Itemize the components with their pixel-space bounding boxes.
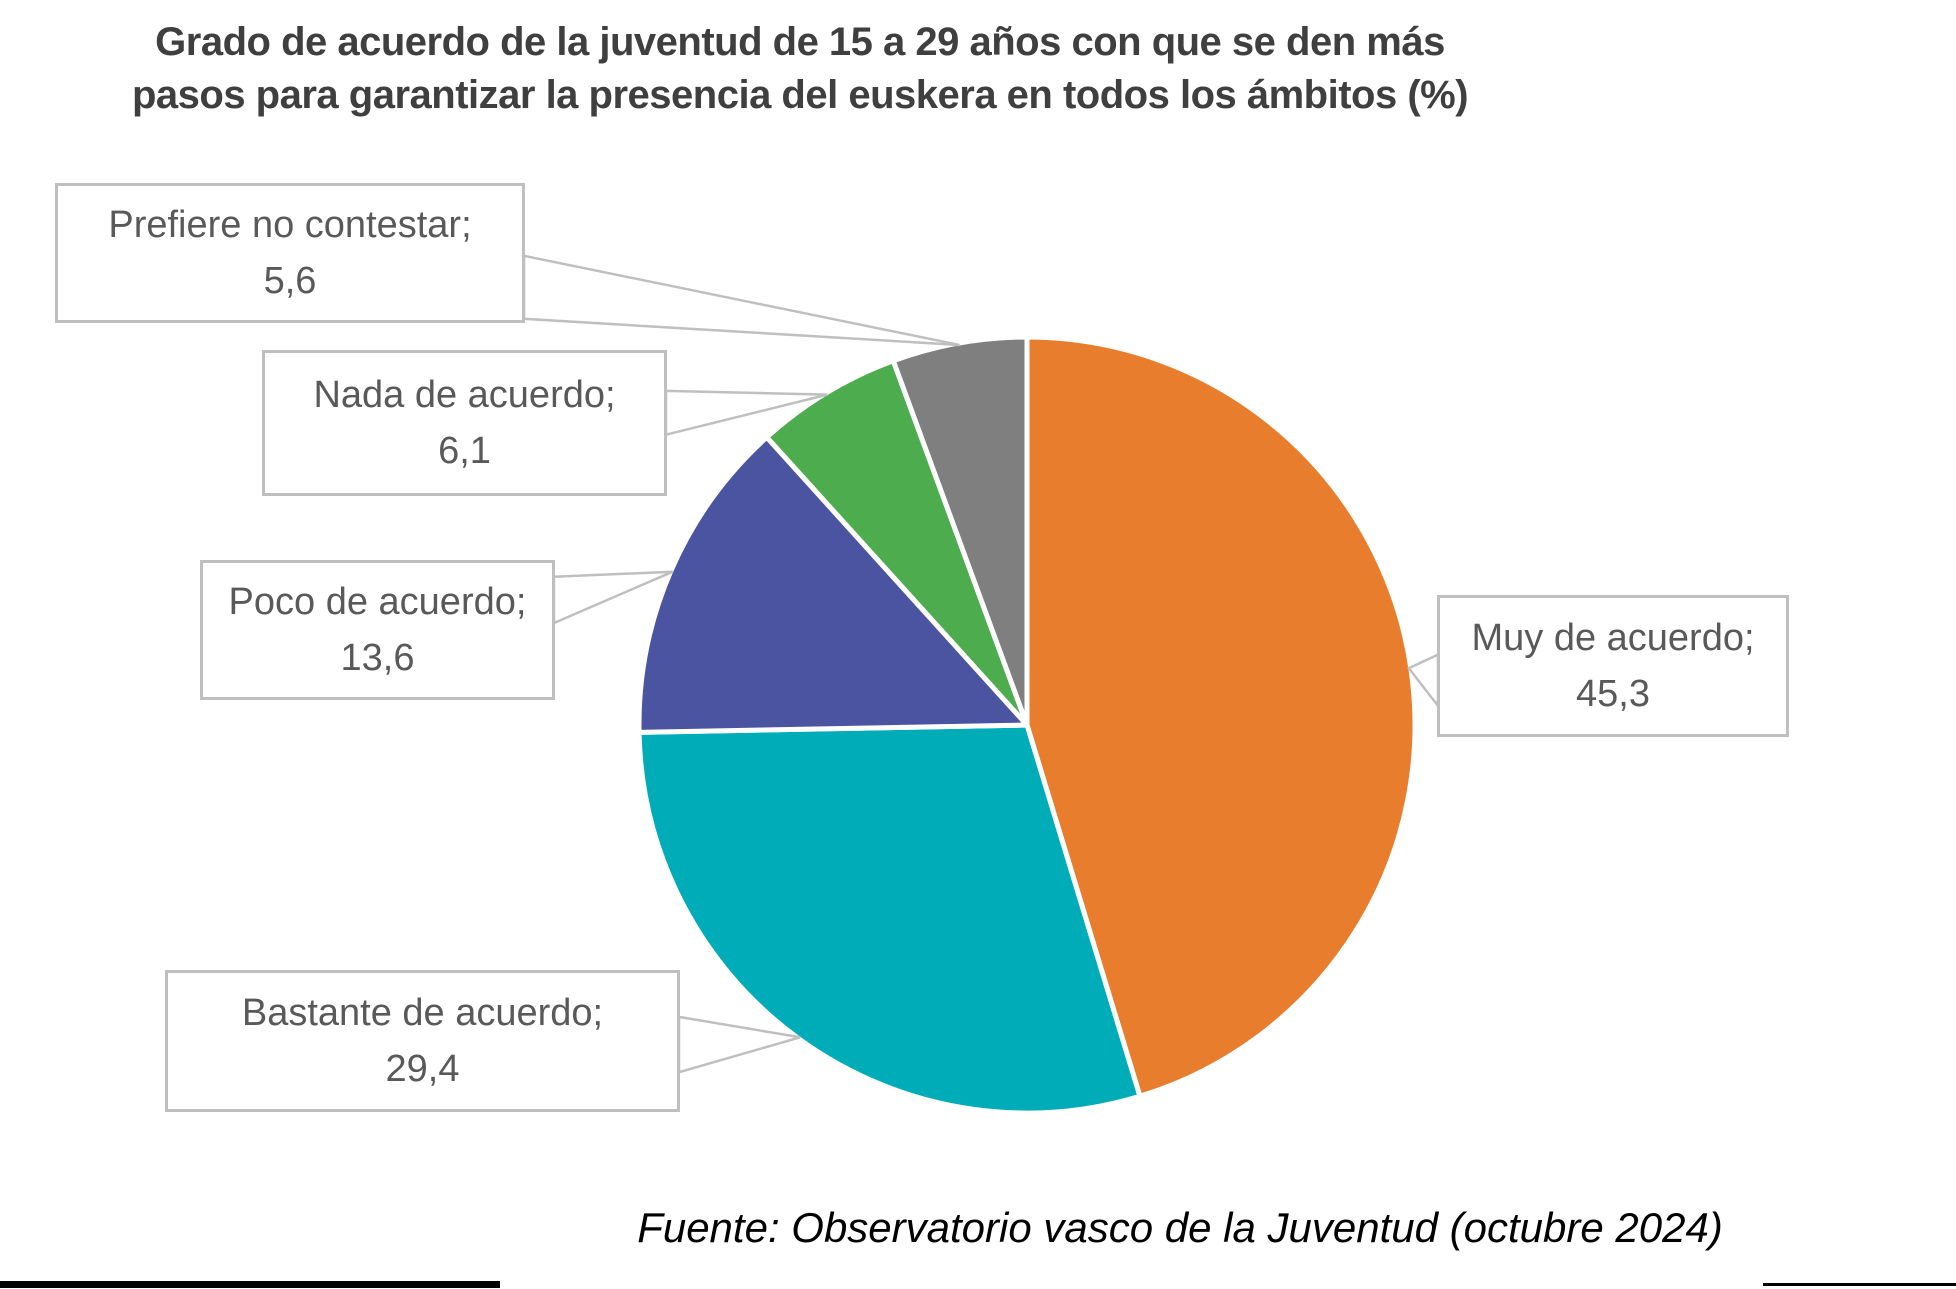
pie-slice-muy-de-acuerdo [1024, 334, 1418, 1099]
callout-nada-de-acuerdo: Nada de acuerdo; 6,1 [262, 350, 667, 496]
callout-label: Muy de acuerdo; [1471, 617, 1755, 659]
callout-value: 45,3 [1576, 673, 1650, 715]
source-caption: Fuente: Observatorio vasco de la Juventu… [637, 1204, 1723, 1251]
callout-prefiere-no-contestar: Prefiere no contestar; 5,6 [55, 183, 525, 323]
callout-muy-de-acuerdo: Muy de acuerdo; 45,3 [1437, 595, 1789, 737]
page-edge-bar-left [0, 1281, 500, 1288]
callout-tail-poco-de-acuerdo [552, 570, 674, 625]
callout-tail-bastante-de-acuerdo [677, 1015, 801, 1074]
chart-title-line2: pasos para garantizar la presencia del e… [131, 73, 1469, 117]
pie-slice-poco-de-acuerdo [636, 434, 1030, 735]
page-edge-bar-right [1763, 1283, 1956, 1286]
callout-tail-prefiere-no-contestar [522, 254, 960, 347]
callout-tail-muy-de-acuerdo [1406, 652, 1440, 710]
callout-label: Nada de acuerdo; [313, 374, 616, 416]
pie-slice-bastante-de-acuerdo [636, 722, 1143, 1116]
chart-title: Grado de acuerdo de la juventud de 15 a … [0, 16, 1600, 122]
pie-slice-prefiere-no-contestar [890, 334, 1030, 728]
callout-tail-nada-de-acuerdo [664, 389, 828, 437]
callout-value: 29,4 [385, 1048, 460, 1090]
callout-value: 5,6 [263, 260, 317, 302]
callout-value: 6,1 [438, 430, 491, 472]
callout-value: 13,6 [340, 637, 415, 679]
callout-label: Bastante de acuerdo; [241, 992, 604, 1034]
callout-bastante-de-acuerdo: Bastante de acuerdo; 29,4 [165, 970, 680, 1112]
pie-slice-nada-de-acuerdo [764, 358, 1030, 728]
callout-poco-de-acuerdo: Poco de acuerdo; 13,6 [200, 560, 555, 700]
chart-title-line1: Grado de acuerdo de la juventud de 15 a … [155, 20, 1445, 64]
callout-label: Poco de acuerdo; [228, 581, 527, 623]
callout-label: Prefiere no contestar; [108, 204, 472, 246]
